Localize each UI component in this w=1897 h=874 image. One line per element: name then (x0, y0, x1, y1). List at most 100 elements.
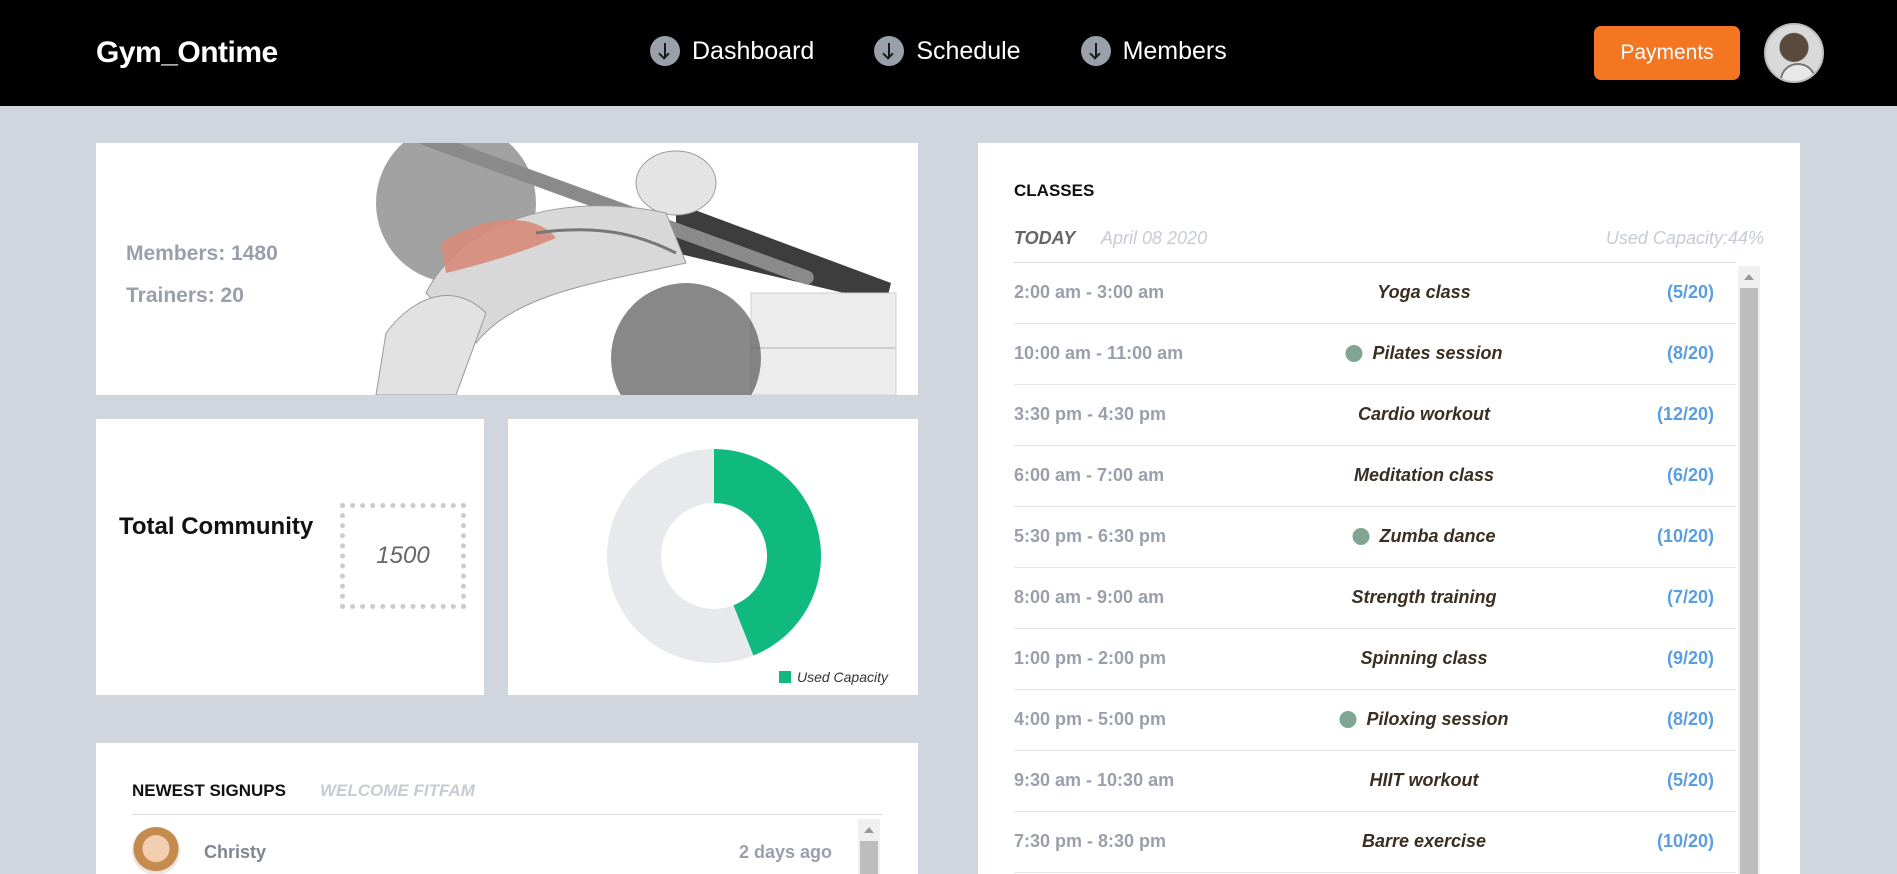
divider (132, 814, 882, 815)
class-time: 4:00 pm - 5:00 pm (1014, 709, 1167, 729)
classes-used-capacity: Used Capacity:44% (1605, 228, 1764, 248)
nav-label: Members (1122, 36, 1227, 65)
community-title: Total Community (119, 513, 314, 540)
class-name-text: HIIT workout (1369, 770, 1479, 790)
nav-schedule[interactable]: Schedule (874, 36, 1021, 66)
class-name: HIIT workout (1370, 770, 1479, 791)
class-name-text: Pilates session (1372, 343, 1503, 363)
signup-time: 2 days ago (738, 842, 832, 862)
class-name-text: Zumba dance (1379, 526, 1496, 546)
class-capacity: (8/20) (1666, 343, 1714, 363)
scroll-up-icon[interactable] (1744, 274, 1754, 280)
class-name: Piloxing session (1339, 709, 1509, 730)
brand-logo[interactable]: Gym_Ontime (96, 36, 278, 69)
signups-title: NEWEST SIGNUPS (132, 781, 286, 800)
classes-scrollbar[interactable] (1738, 266, 1760, 874)
table-row[interactable]: 10:00 am - 11:00 am Pilates session (8/20) (1014, 324, 1736, 385)
class-name-text: Spinning class (1360, 648, 1488, 668)
table-row[interactable]: 1:00 pm - 2:00 pm Spinning class (9/20) (1014, 629, 1736, 690)
class-capacity: (8/20) (1666, 709, 1714, 729)
class-capacity: (10/20) (1656, 831, 1714, 851)
signups-subtitle: WELCOME FITFAM (320, 781, 475, 800)
class-time: 3:30 pm - 4:30 pm (1014, 404, 1167, 424)
scroll-thumb[interactable] (860, 841, 878, 874)
class-name-text: Cardio workout (1357, 404, 1491, 424)
class-name: Zumba dance (1352, 526, 1496, 547)
arrow-down-circle-icon (874, 36, 905, 66)
legend-label: Used Capacity (796, 669, 888, 685)
table-row[interactable]: 8:00 am - 9:00 am Strength training (7/20) (1014, 568, 1736, 629)
capacity-chart-card: Used Capacity (508, 419, 918, 695)
arrow-down-circle-icon (650, 36, 680, 66)
hero-stats: Members: 1480 Trainers: 20 (126, 233, 278, 317)
newest-signups-card: NEWEST SIGNUPS WELCOME FITFAM Christy 2 … (96, 743, 918, 874)
classes-date: April 08 2020 (1101, 228, 1208, 248)
class-name-text: Barre exercise (1361, 831, 1487, 851)
community-count: 1500 (340, 503, 466, 609)
scroll-thumb[interactable] (1740, 288, 1758, 874)
class-name-text: Piloxing session (1366, 709, 1509, 729)
class-capacity: (10/20) (1656, 526, 1714, 546)
class-capacity: (6/20) (1666, 465, 1714, 485)
list-item[interactable]: Christy 2 days ago (132, 827, 832, 874)
class-capacity: (5/20) (1666, 770, 1714, 790)
class-time: 2:00 am - 3:00 am (1014, 282, 1165, 302)
class-name: Meditation class (1354, 465, 1494, 486)
status-dot-icon (1352, 528, 1370, 545)
table-row[interactable]: 9:30 am - 10:30 am HIIT workout (5/20) (1014, 751, 1736, 812)
payments-button[interactable]: Payments (1594, 26, 1740, 80)
nav-label: Dashboard (692, 36, 815, 65)
trainers-count: Trainers: 20 (126, 284, 244, 307)
class-capacity: (5/20) (1666, 282, 1714, 302)
table-row[interactable]: 6:00 am - 7:00 am Meditation class (6/20) (1014, 446, 1736, 507)
top-navbar: Gym_Ontime Dashboard Schedule Members Pa… (0, 0, 1897, 106)
classes-list: 2:00 am - 3:00 am Yoga class (5/20) 10:00 a… (1014, 262, 1736, 873)
hero-card: Members: 1480 Trainers: 20 (96, 143, 918, 395)
members-count: Members: 1480 (126, 242, 278, 265)
class-time: 1:00 pm - 2:00 pm (1014, 648, 1167, 668)
signups-scrollbar[interactable] (858, 819, 880, 874)
class-time: 5:30 pm - 6:30 pm (1014, 526, 1167, 546)
nav-dashboard[interactable]: Dashboard (650, 36, 814, 66)
table-row[interactable]: 3:30 pm - 4:30 pm Cardio workout (12/20) (1014, 385, 1736, 446)
class-name-text: Meditation class (1353, 465, 1495, 485)
table-row[interactable]: 2:00 am - 3:00 am Yoga class (5/20) (1014, 263, 1736, 324)
status-dot-icon (1345, 345, 1363, 362)
class-time: 6:00 am - 7:00 am (1014, 465, 1165, 485)
workout-illustration (375, 143, 897, 395)
class-name: Spinning class (1360, 648, 1487, 669)
class-capacity: (7/20) (1666, 587, 1714, 607)
avatar (132, 827, 180, 874)
class-name: Cardio workout (1358, 404, 1490, 425)
class-name: Barre exercise (1362, 831, 1486, 852)
nav-label: Schedule (916, 36, 1021, 65)
class-name: Strength training (1352, 587, 1497, 608)
table-row[interactable]: 7:30 pm - 8:30 pm Barre exercise (10/20) (1014, 812, 1736, 873)
class-capacity: (9/20) (1666, 648, 1714, 668)
capacity-donut-chart (607, 449, 821, 663)
signup-name: Christy (204, 842, 267, 862)
class-capacity: (12/20) (1656, 404, 1714, 424)
nav-members[interactable]: Members (1080, 36, 1227, 66)
donut-used-segment (712, 449, 821, 656)
legend-swatch (778, 671, 791, 683)
main-nav: Dashboard Schedule Members (650, 36, 1287, 66)
scroll-up-icon[interactable] (864, 827, 874, 833)
arrow-down-circle-icon (1080, 36, 1111, 66)
classes-card: CLASSES TODAY April 08 2020 Used Capacit… (978, 143, 1800, 874)
class-time: 8:00 am - 9:00 am (1014, 587, 1165, 607)
class-name-text: Strength training (1351, 587, 1497, 607)
class-time: 7:30 pm - 8:30 pm (1014, 831, 1167, 851)
status-dot-icon (1339, 711, 1357, 728)
class-name-text: Yoga class (1377, 282, 1471, 302)
community-card: Total Community 1500 (96, 419, 484, 695)
user-avatar[interactable] (1764, 23, 1824, 83)
classes-today-label: TODAY (1014, 228, 1076, 248)
classes-title: CLASSES (1014, 181, 1095, 200)
class-name: Pilates session (1345, 343, 1503, 364)
class-name: Yoga class (1377, 282, 1470, 303)
table-row[interactable]: 4:00 pm - 5:00 pm Piloxing session (8/20) (1014, 690, 1736, 751)
class-time: 10:00 am - 11:00 am (1014, 343, 1184, 363)
class-time: 9:30 am - 10:30 am (1014, 770, 1175, 790)
table-row[interactable]: 5:30 pm - 6:30 pm Zumba dance (10/20) (1014, 507, 1736, 568)
